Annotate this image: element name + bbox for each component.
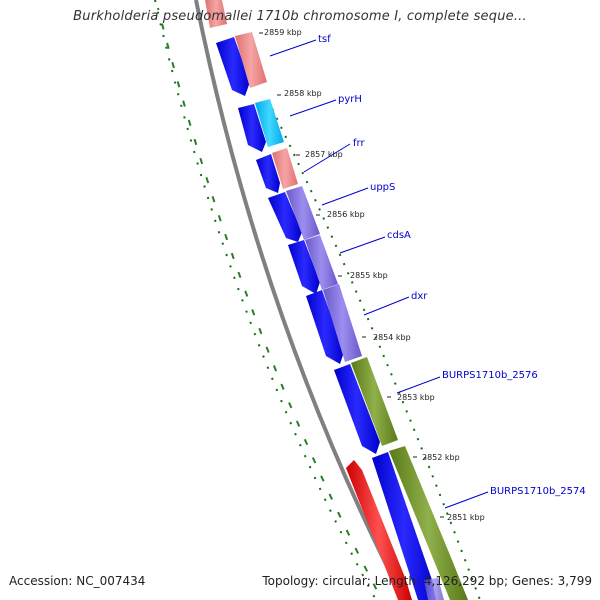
tick-label: 2855 kbp xyxy=(350,271,388,280)
gene-label-cdsA[interactable]: cdsA xyxy=(387,230,411,241)
feature-lav-bottom xyxy=(424,578,444,600)
tick-label: 2853 kbp xyxy=(397,393,435,402)
gene-label-burps-2574[interactable]: BURPS1710b_2574 xyxy=(490,486,586,497)
feature-lav-uppS xyxy=(286,186,320,240)
tick-label: 2854 kbp xyxy=(373,333,411,342)
genome-summary: Topology: circular; Length: 4,126,292 bp… xyxy=(262,574,592,588)
map-title: Burkholderia pseudomallei 1710b chromoso… xyxy=(73,9,527,24)
tick-label: 2852 kbp xyxy=(422,453,460,462)
tick-marks xyxy=(259,32,444,518)
reverse-strand-features xyxy=(205,0,468,600)
feature-blue-frr xyxy=(256,154,280,193)
gene-label-tsf[interactable]: tsf xyxy=(318,34,331,45)
feature-blue-dxr xyxy=(306,290,344,364)
backbone-ring xyxy=(194,0,406,600)
gene-label-dxr[interactable]: dxr xyxy=(411,291,428,302)
feature-olive-2576 xyxy=(351,357,398,446)
feature-cyan-pyrH xyxy=(255,99,284,147)
feature-blue-pyrH xyxy=(238,104,266,152)
feature-pink-frr xyxy=(272,148,298,189)
feature-blue-cdsA xyxy=(288,240,320,294)
feature-blue-uppS xyxy=(268,192,302,242)
gc-dots-right xyxy=(267,99,481,600)
gene-label-burps-2576[interactable]: BURPS1710b_2576 xyxy=(442,370,538,381)
accession-label: Accession: NC_007434 xyxy=(9,574,146,588)
tick-label: 2851 kbp xyxy=(447,513,485,522)
feature-blue-2574 xyxy=(372,452,436,600)
tick-labels: 2859 kbp 2858 kbp 2857 kbp 2856 kbp 2855… xyxy=(264,28,485,522)
gene-labels: tsf pyrH frr uppS cdsA dxr BURPS1710b_25… xyxy=(318,34,586,497)
gene-label-frr[interactable]: frr xyxy=(353,138,365,149)
feature-lav-cdsA xyxy=(305,235,338,290)
tick-label: 2857 kbp xyxy=(305,150,343,159)
label-connectors xyxy=(269,39,489,509)
feature-red-arrow xyxy=(346,460,412,600)
feature-pink-tsf xyxy=(235,32,267,88)
feature-lav-dxr xyxy=(323,284,362,362)
tick-label: 2859 kbp xyxy=(264,28,302,37)
tick-label: 2856 kbp xyxy=(327,210,365,219)
feature-pink-top xyxy=(205,0,227,28)
tick-label: 2858 kbp xyxy=(284,89,322,98)
feature-blue-tsf xyxy=(216,37,250,96)
gene-label-uppS[interactable]: uppS xyxy=(370,182,395,193)
feature-blue-2576 xyxy=(334,364,380,454)
gene-label-pyrH[interactable]: pyrH xyxy=(338,94,362,105)
feature-olive-2574 xyxy=(389,446,468,600)
